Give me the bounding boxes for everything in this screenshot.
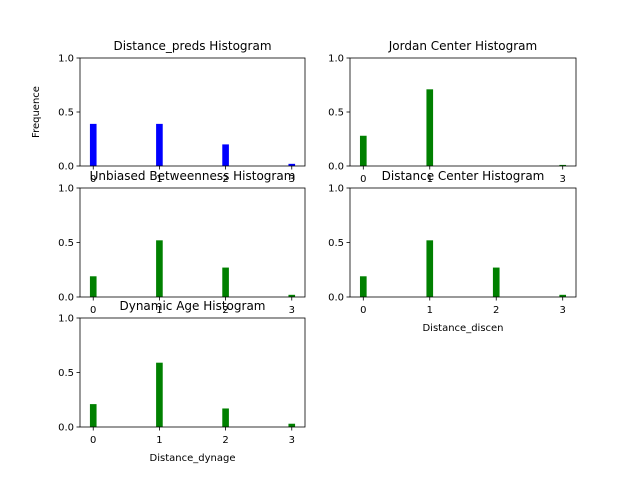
subplot-title: Distance_preds Histogram xyxy=(113,39,271,53)
bar xyxy=(222,408,229,427)
axes-frame xyxy=(79,187,306,298)
x-tick-label: 3 xyxy=(289,435,295,446)
bar xyxy=(288,163,296,166)
subplot-title: Dynamic Age Histogram xyxy=(119,299,265,313)
subplot-1: 0.0 0.5 1.0 0 1 2 3 Distance_preds Histogram Fre… xyxy=(31,39,306,185)
x-tick-label: 0 xyxy=(90,174,96,185)
x-tick-label: 2 xyxy=(222,174,228,185)
bar xyxy=(156,240,163,297)
bar xyxy=(89,276,97,297)
x-tick-label: 1 xyxy=(427,174,433,185)
x-tick-label: 0 xyxy=(90,435,96,446)
y-tick-label: 1.0 xyxy=(58,54,74,65)
bar xyxy=(222,144,229,166)
subplot-2: 0.0 0.5 1.0 0 1 3 Jordan Center Histogram xyxy=(328,39,577,185)
x-axis-label: Distance_discen xyxy=(422,323,503,334)
y-axis-label: Frequence xyxy=(31,86,42,138)
x-tick-label: 2 xyxy=(493,305,499,316)
x-tick-label: 1 xyxy=(156,435,162,446)
y-tick-label: 0.5 xyxy=(58,238,74,249)
y-tick-label: 0.0 xyxy=(58,293,74,304)
y-tick-label: 1.0 xyxy=(58,184,74,195)
x-tick-label: 3 xyxy=(560,305,566,316)
x-tick-label: 3 xyxy=(560,174,566,185)
bar xyxy=(156,362,163,427)
x-axis-label: Distance_dynage xyxy=(150,453,236,464)
x-tick-label: 2 xyxy=(222,305,228,316)
axes-frame xyxy=(79,57,306,167)
x-tick-label: 0 xyxy=(90,305,96,316)
x-tick-label: 1 xyxy=(427,305,433,316)
y-tick-label: 1.0 xyxy=(58,314,74,325)
x-tick-label: 0 xyxy=(360,174,366,185)
y-tick-label: 0.0 xyxy=(58,162,74,173)
y-tick-label: 1.0 xyxy=(328,54,344,65)
axes-frame xyxy=(349,187,577,298)
bar xyxy=(288,423,296,427)
y-tick-label: 0.0 xyxy=(328,162,344,173)
y-tick-label: 0.5 xyxy=(58,108,74,119)
bar xyxy=(222,267,229,297)
bar xyxy=(559,294,567,297)
bar xyxy=(359,276,367,297)
y-tick-label: 1.0 xyxy=(328,184,344,195)
x-tick-label: 1 xyxy=(156,174,162,185)
axes-frame xyxy=(349,57,577,167)
y-tick-label: 0.0 xyxy=(328,293,344,304)
axes-frame xyxy=(79,317,306,428)
y-tick-label: 0.5 xyxy=(328,108,344,119)
subplot-5: 0.0 0.5 1.0 0 1 2 3 Dynamic Age Histogram Distan… xyxy=(58,299,306,464)
bar xyxy=(288,294,296,297)
x-tick-label: 2 xyxy=(222,435,228,446)
y-tick-label: 0.5 xyxy=(328,238,344,249)
x-tick-label: 3 xyxy=(289,305,295,316)
subplot-title: Distance Center Histogram xyxy=(382,169,545,183)
subplot-title: Unbiased Betweenness Histogram xyxy=(90,169,296,183)
subplot-title: Jordan Center Histogram xyxy=(388,39,537,53)
bar xyxy=(89,123,97,166)
x-tick-label: 1 xyxy=(156,305,162,316)
x-tick-label: 3 xyxy=(289,174,295,185)
x-tick-label: 0 xyxy=(360,305,366,316)
y-tick-label: 0.0 xyxy=(58,423,74,434)
bar xyxy=(156,123,163,166)
bar xyxy=(426,240,434,297)
subplot-4: 0.0 0.5 1.0 0 1 2 3 Distance Center Histogram Di… xyxy=(328,169,577,334)
bar xyxy=(89,404,97,427)
bar xyxy=(559,164,567,166)
bar xyxy=(492,267,500,297)
y-tick-label: 0.5 xyxy=(58,368,74,379)
bar xyxy=(426,89,434,166)
bar xyxy=(359,135,367,166)
